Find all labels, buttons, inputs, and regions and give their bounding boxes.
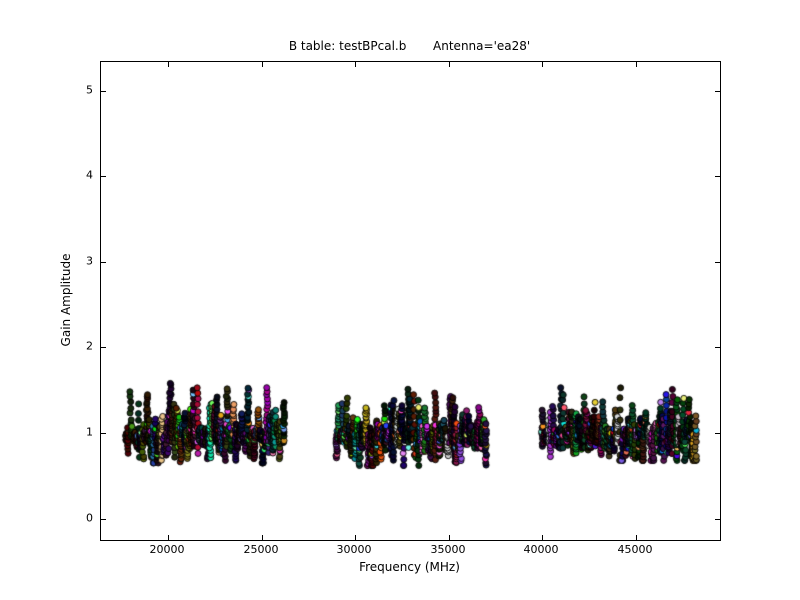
x-tick-mark [355, 535, 356, 540]
x-tick-mark [542, 62, 543, 67]
x-tick-mark [168, 62, 169, 67]
scatter-canvas [101, 62, 720, 540]
y-tick-mark [715, 262, 720, 263]
x-tick-mark [636, 535, 637, 540]
y-tick-mark [101, 262, 106, 263]
y-tick-label: 5 [86, 83, 93, 97]
plot-area [100, 61, 721, 541]
y-tick-mark [715, 347, 720, 348]
x-tick-mark [262, 535, 263, 540]
x-tick-mark [542, 535, 543, 540]
y-tick-mark [101, 433, 106, 434]
x-tick-mark [355, 62, 356, 67]
x-tick-label: 45000 [617, 543, 653, 556]
x-tick-label: 40000 [523, 543, 559, 556]
x-tick-mark [449, 62, 450, 67]
x-tick-mark [168, 535, 169, 540]
x-tick-label: 25000 [243, 543, 279, 556]
y-tick-mark [715, 519, 720, 520]
x-tick-mark [636, 62, 637, 67]
y-tick-label: 4 [86, 168, 93, 182]
y-tick-label: 1 [86, 425, 93, 439]
x-tick-mark [449, 535, 450, 540]
y-tick-mark [715, 176, 720, 177]
x-tick-label: 20000 [149, 543, 185, 556]
y-tick-mark [101, 347, 106, 348]
y-tick-mark [715, 91, 720, 92]
x-tick-label: 35000 [430, 543, 466, 556]
plot-title: B table: testBPcal.b Antenna='ea28' [288, 39, 531, 53]
y-tick-label: 0 [86, 511, 93, 525]
x-tick-mark [262, 62, 263, 67]
y-tick-mark [101, 91, 106, 92]
x-axis-label: Frequency (MHz) [359, 560, 460, 574]
x-tick-label: 30000 [336, 543, 372, 556]
y-tick-label: 3 [86, 254, 93, 268]
y-tick-mark [715, 433, 720, 434]
y-tick-mark [101, 519, 106, 520]
y-tick-label: 2 [86, 339, 93, 353]
y-tick-mark [101, 176, 106, 177]
